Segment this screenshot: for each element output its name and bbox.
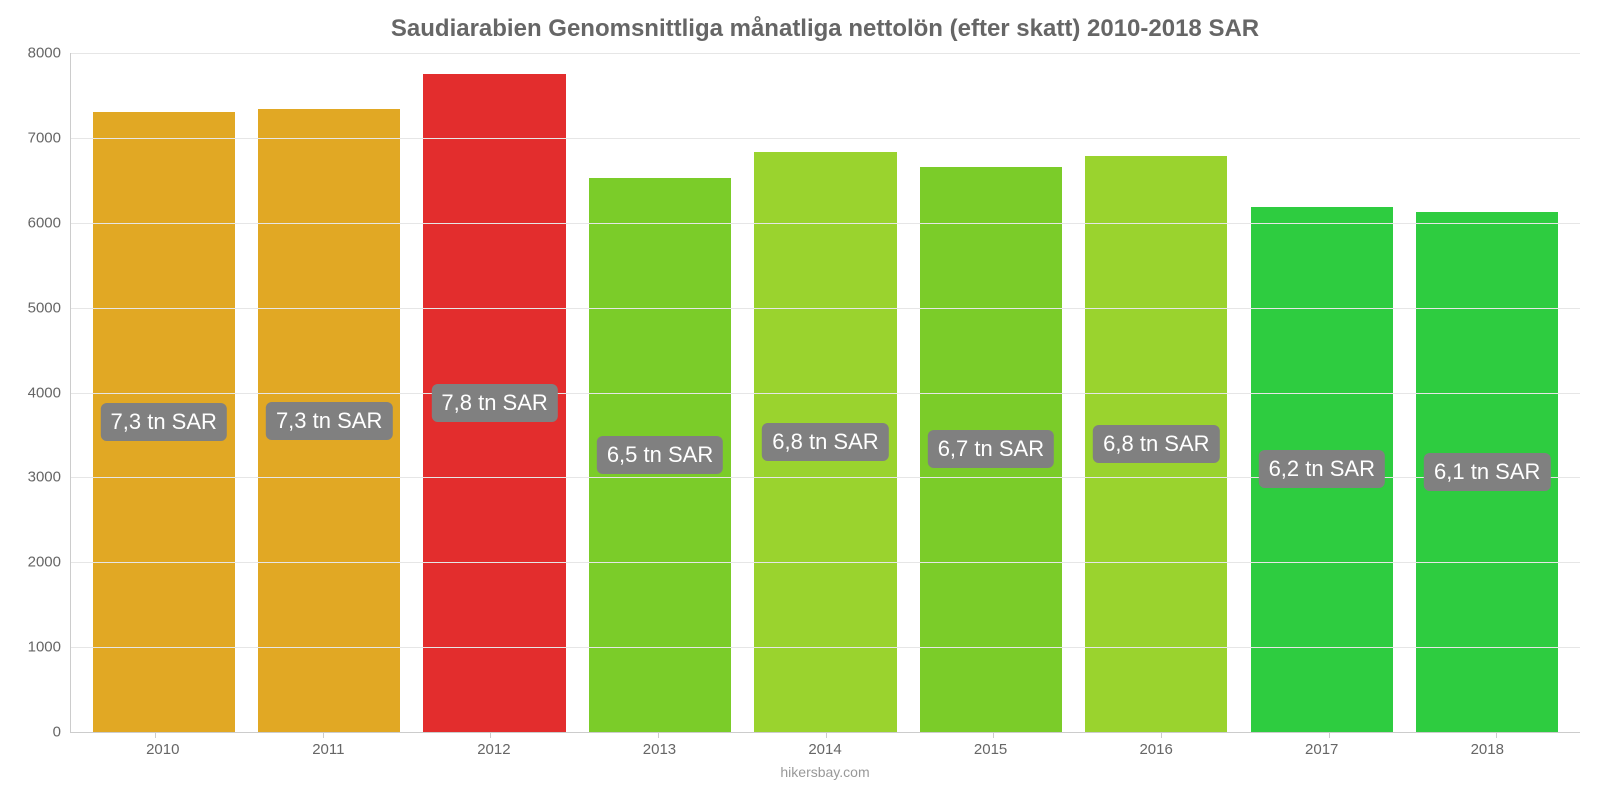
bar: 6,2 tn SAR: [1251, 207, 1393, 732]
bar: 6,8 tn SAR: [1085, 156, 1227, 732]
bar-data-label: 7,8 tn SAR: [431, 384, 557, 422]
bar-data-label: 6,7 tn SAR: [928, 430, 1054, 468]
gridline: [71, 223, 1580, 224]
gridline: [71, 53, 1580, 54]
x-tick-label: 2012: [411, 741, 577, 758]
bar: 6,8 tn SAR: [754, 152, 896, 732]
bar-data-label: 6,2 tn SAR: [1259, 450, 1385, 488]
y-tick-label: 2000: [28, 554, 71, 571]
bar-data-label: 6,1 tn SAR: [1424, 453, 1550, 491]
gridline: [71, 393, 1580, 394]
bar-data-label: 6,8 tn SAR: [1093, 425, 1219, 463]
bar-data-label: 6,8 tn SAR: [762, 423, 888, 461]
bar: 7,8 tn SAR: [423, 74, 565, 732]
bar: 7,3 tn SAR: [93, 112, 235, 732]
bar: 7,3 tn SAR: [258, 109, 400, 732]
x-tick-label: 2016: [1073, 741, 1239, 758]
x-tick-label: 2013: [577, 741, 743, 758]
x-tick-label: 2015: [908, 741, 1074, 758]
y-tick-label: 8000: [28, 45, 71, 62]
y-tick-label: 4000: [28, 384, 71, 401]
x-tick-mark: [826, 732, 827, 738]
y-tick-label: 7000: [28, 129, 71, 146]
bar-chart: Saudiarabien Genomsnittliga månatliga ne…: [0, 0, 1600, 800]
x-tick-mark: [1329, 732, 1330, 738]
bar-data-label: 6,5 tn SAR: [597, 436, 723, 474]
credit-text: hikersbay.com: [70, 758, 1580, 780]
y-tick-label: 0: [53, 724, 71, 741]
y-tick-label: 1000: [28, 639, 71, 656]
x-tick-mark: [155, 732, 156, 738]
y-tick-label: 3000: [28, 469, 71, 486]
bar: 6,1 tn SAR: [1416, 212, 1558, 732]
bar: 6,5 tn SAR: [589, 178, 731, 732]
gridline: [71, 647, 1580, 648]
x-tick-mark: [1161, 732, 1162, 738]
x-tick-label: 2011: [246, 741, 412, 758]
gridline: [71, 562, 1580, 563]
x-tick-mark: [993, 732, 994, 738]
x-tick-mark: [658, 732, 659, 738]
x-tick-label: 2010: [80, 741, 246, 758]
x-tick-mark: [1496, 732, 1497, 738]
chart-title: Saudiarabien Genomsnittliga månatliga ne…: [70, 10, 1580, 53]
plot-area: 7,3 tn SAR 7,3 tn SAR 7,8 tn SAR 6,5 tn SAR…: [70, 53, 1580, 733]
gridline: [71, 138, 1580, 139]
x-tick-mark: [323, 732, 324, 738]
x-tick-label: 2014: [742, 741, 908, 758]
x-tick-label: 2017: [1239, 741, 1405, 758]
y-tick-label: 5000: [28, 299, 71, 316]
bar-data-label: 7,3 tn SAR: [101, 403, 227, 441]
y-tick-label: 6000: [28, 214, 71, 231]
x-tick-mark: [490, 732, 491, 738]
bar-slot: 7,8 tn SAR: [412, 53, 577, 732]
bar-data-label: 7,3 tn SAR: [266, 402, 392, 440]
gridline: [71, 308, 1580, 309]
x-tick-label: 2018: [1405, 741, 1571, 758]
